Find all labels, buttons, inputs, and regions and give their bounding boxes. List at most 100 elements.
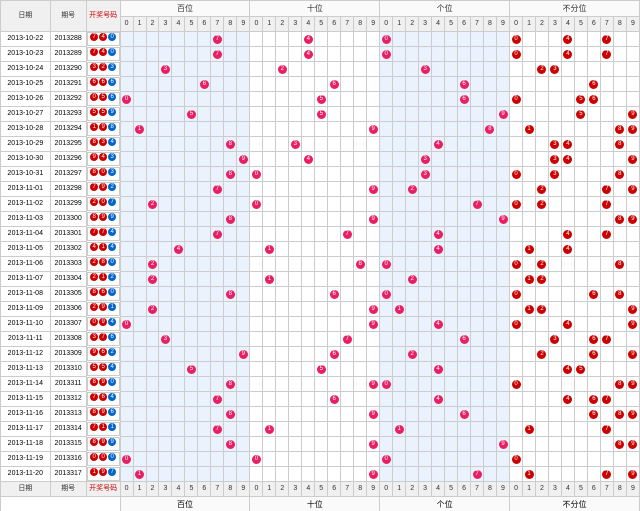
digit-header: 7	[211, 17, 224, 32]
trend-cell	[315, 137, 328, 152]
trend-cell-bu	[561, 107, 574, 122]
trend-cell	[276, 257, 289, 272]
data-row: 2013-11-13201331055455445	[1, 362, 640, 377]
trend-cell	[496, 467, 509, 482]
trend-cell	[406, 92, 419, 107]
trend-cell	[458, 437, 471, 452]
trend-cell	[483, 227, 496, 242]
trend-cell	[198, 122, 211, 137]
trend-cell	[380, 302, 393, 317]
trend-cell	[185, 77, 198, 92]
trend-cell-bu	[600, 317, 613, 332]
trend-cell	[198, 302, 211, 317]
trend-cell: 9	[367, 317, 380, 332]
hit-ball: 1	[135, 470, 144, 479]
trend-cell	[198, 107, 211, 122]
hit-ball: 7	[343, 230, 352, 239]
hit-ball: 4	[434, 365, 443, 374]
trend-cell-bu: 4	[561, 242, 574, 257]
trend-cell	[185, 32, 198, 47]
data-row: 2013-10-222013288740740047	[1, 32, 640, 47]
trend-cell	[483, 422, 496, 437]
digit-header: 1	[263, 17, 276, 32]
trend-cell: 0	[120, 92, 133, 107]
trend-cell	[250, 92, 263, 107]
hit-ball: 6	[460, 410, 469, 419]
trend-cell-bu	[587, 227, 600, 242]
trend-cell-bu	[600, 287, 613, 302]
trend-cell	[185, 92, 198, 107]
trend-cell: 2	[276, 62, 289, 77]
trend-cell	[354, 407, 367, 422]
trend-cell	[198, 452, 211, 467]
trend-cell	[393, 62, 406, 77]
trend-cell	[172, 377, 185, 392]
trend-cell	[419, 317, 432, 332]
trend-cell	[198, 392, 211, 407]
digit-header: 9	[496, 482, 509, 497]
trend-cell-bu	[574, 422, 587, 437]
hit-ball: 8	[226, 440, 235, 449]
digit-header: 8	[354, 17, 367, 32]
winning-ball: 3	[108, 168, 116, 176]
trend-cell	[198, 32, 211, 47]
hit-ball-red: 7	[602, 35, 611, 44]
data-row: 2013-10-282013294198198189	[1, 122, 640, 137]
trend-cell	[185, 167, 198, 182]
winning-ball: 0	[108, 33, 116, 41]
hit-ball-red: 1	[525, 275, 534, 284]
trend-cell	[211, 377, 224, 392]
hit-ball: 0	[382, 380, 391, 389]
trend-cell	[237, 167, 250, 182]
trend-cell	[419, 77, 432, 92]
winning-ball: 0	[99, 168, 107, 176]
trend-cell	[276, 407, 289, 422]
trend-cell	[315, 437, 328, 452]
trend-cell	[445, 437, 458, 452]
trend-cell-bu	[510, 137, 523, 152]
hit-ball-red: 8	[615, 290, 624, 299]
trend-cell	[393, 392, 406, 407]
trend-cell-bu: 5	[574, 92, 587, 107]
trend-cell-bu	[510, 332, 523, 347]
hit-ball: 2	[408, 350, 417, 359]
trend-cell	[432, 467, 445, 482]
trend-cell-bu	[600, 92, 613, 107]
trend-cell	[341, 452, 354, 467]
trend-cell	[159, 392, 172, 407]
trend-cell	[146, 137, 159, 152]
hit-ball-red: 3	[550, 335, 559, 344]
trend-cell-bu	[536, 137, 549, 152]
hit-ball: 1	[265, 425, 274, 434]
trend-cell-bu	[561, 62, 574, 77]
trend-cell	[471, 362, 484, 377]
trend-cell-bu	[523, 197, 536, 212]
group-shi: 十位	[250, 1, 380, 17]
trend-cell-bu: 9	[626, 152, 639, 167]
trend-cell	[185, 377, 198, 392]
winning-ball: 9	[99, 213, 107, 221]
trend-cell	[380, 212, 393, 227]
hit-ball: 8	[485, 125, 494, 134]
cell-date: 2013-11-11	[1, 332, 51, 347]
trend-cell	[289, 167, 302, 182]
trend-cell	[172, 467, 185, 482]
hit-ball: 9	[369, 125, 378, 134]
trend-cell	[458, 242, 471, 257]
cell-period: 2013290	[50, 62, 86, 77]
trend-cell	[328, 332, 341, 347]
digit-header: 1	[523, 482, 536, 497]
trend-cell	[250, 272, 263, 287]
trend-cell-bu	[626, 287, 639, 302]
trend-cell	[496, 362, 509, 377]
trend-cell	[445, 122, 458, 137]
winning-ball: 2	[108, 348, 116, 356]
digit-header: 8	[483, 17, 496, 32]
digit-header: 8	[613, 17, 626, 32]
cell-winning: 764	[87, 392, 120, 406]
winning-ball: 3	[108, 153, 116, 161]
trend-cell	[302, 377, 315, 392]
trend-cell	[354, 272, 367, 287]
trend-cell	[172, 407, 185, 422]
trend-cell-bu	[574, 212, 587, 227]
